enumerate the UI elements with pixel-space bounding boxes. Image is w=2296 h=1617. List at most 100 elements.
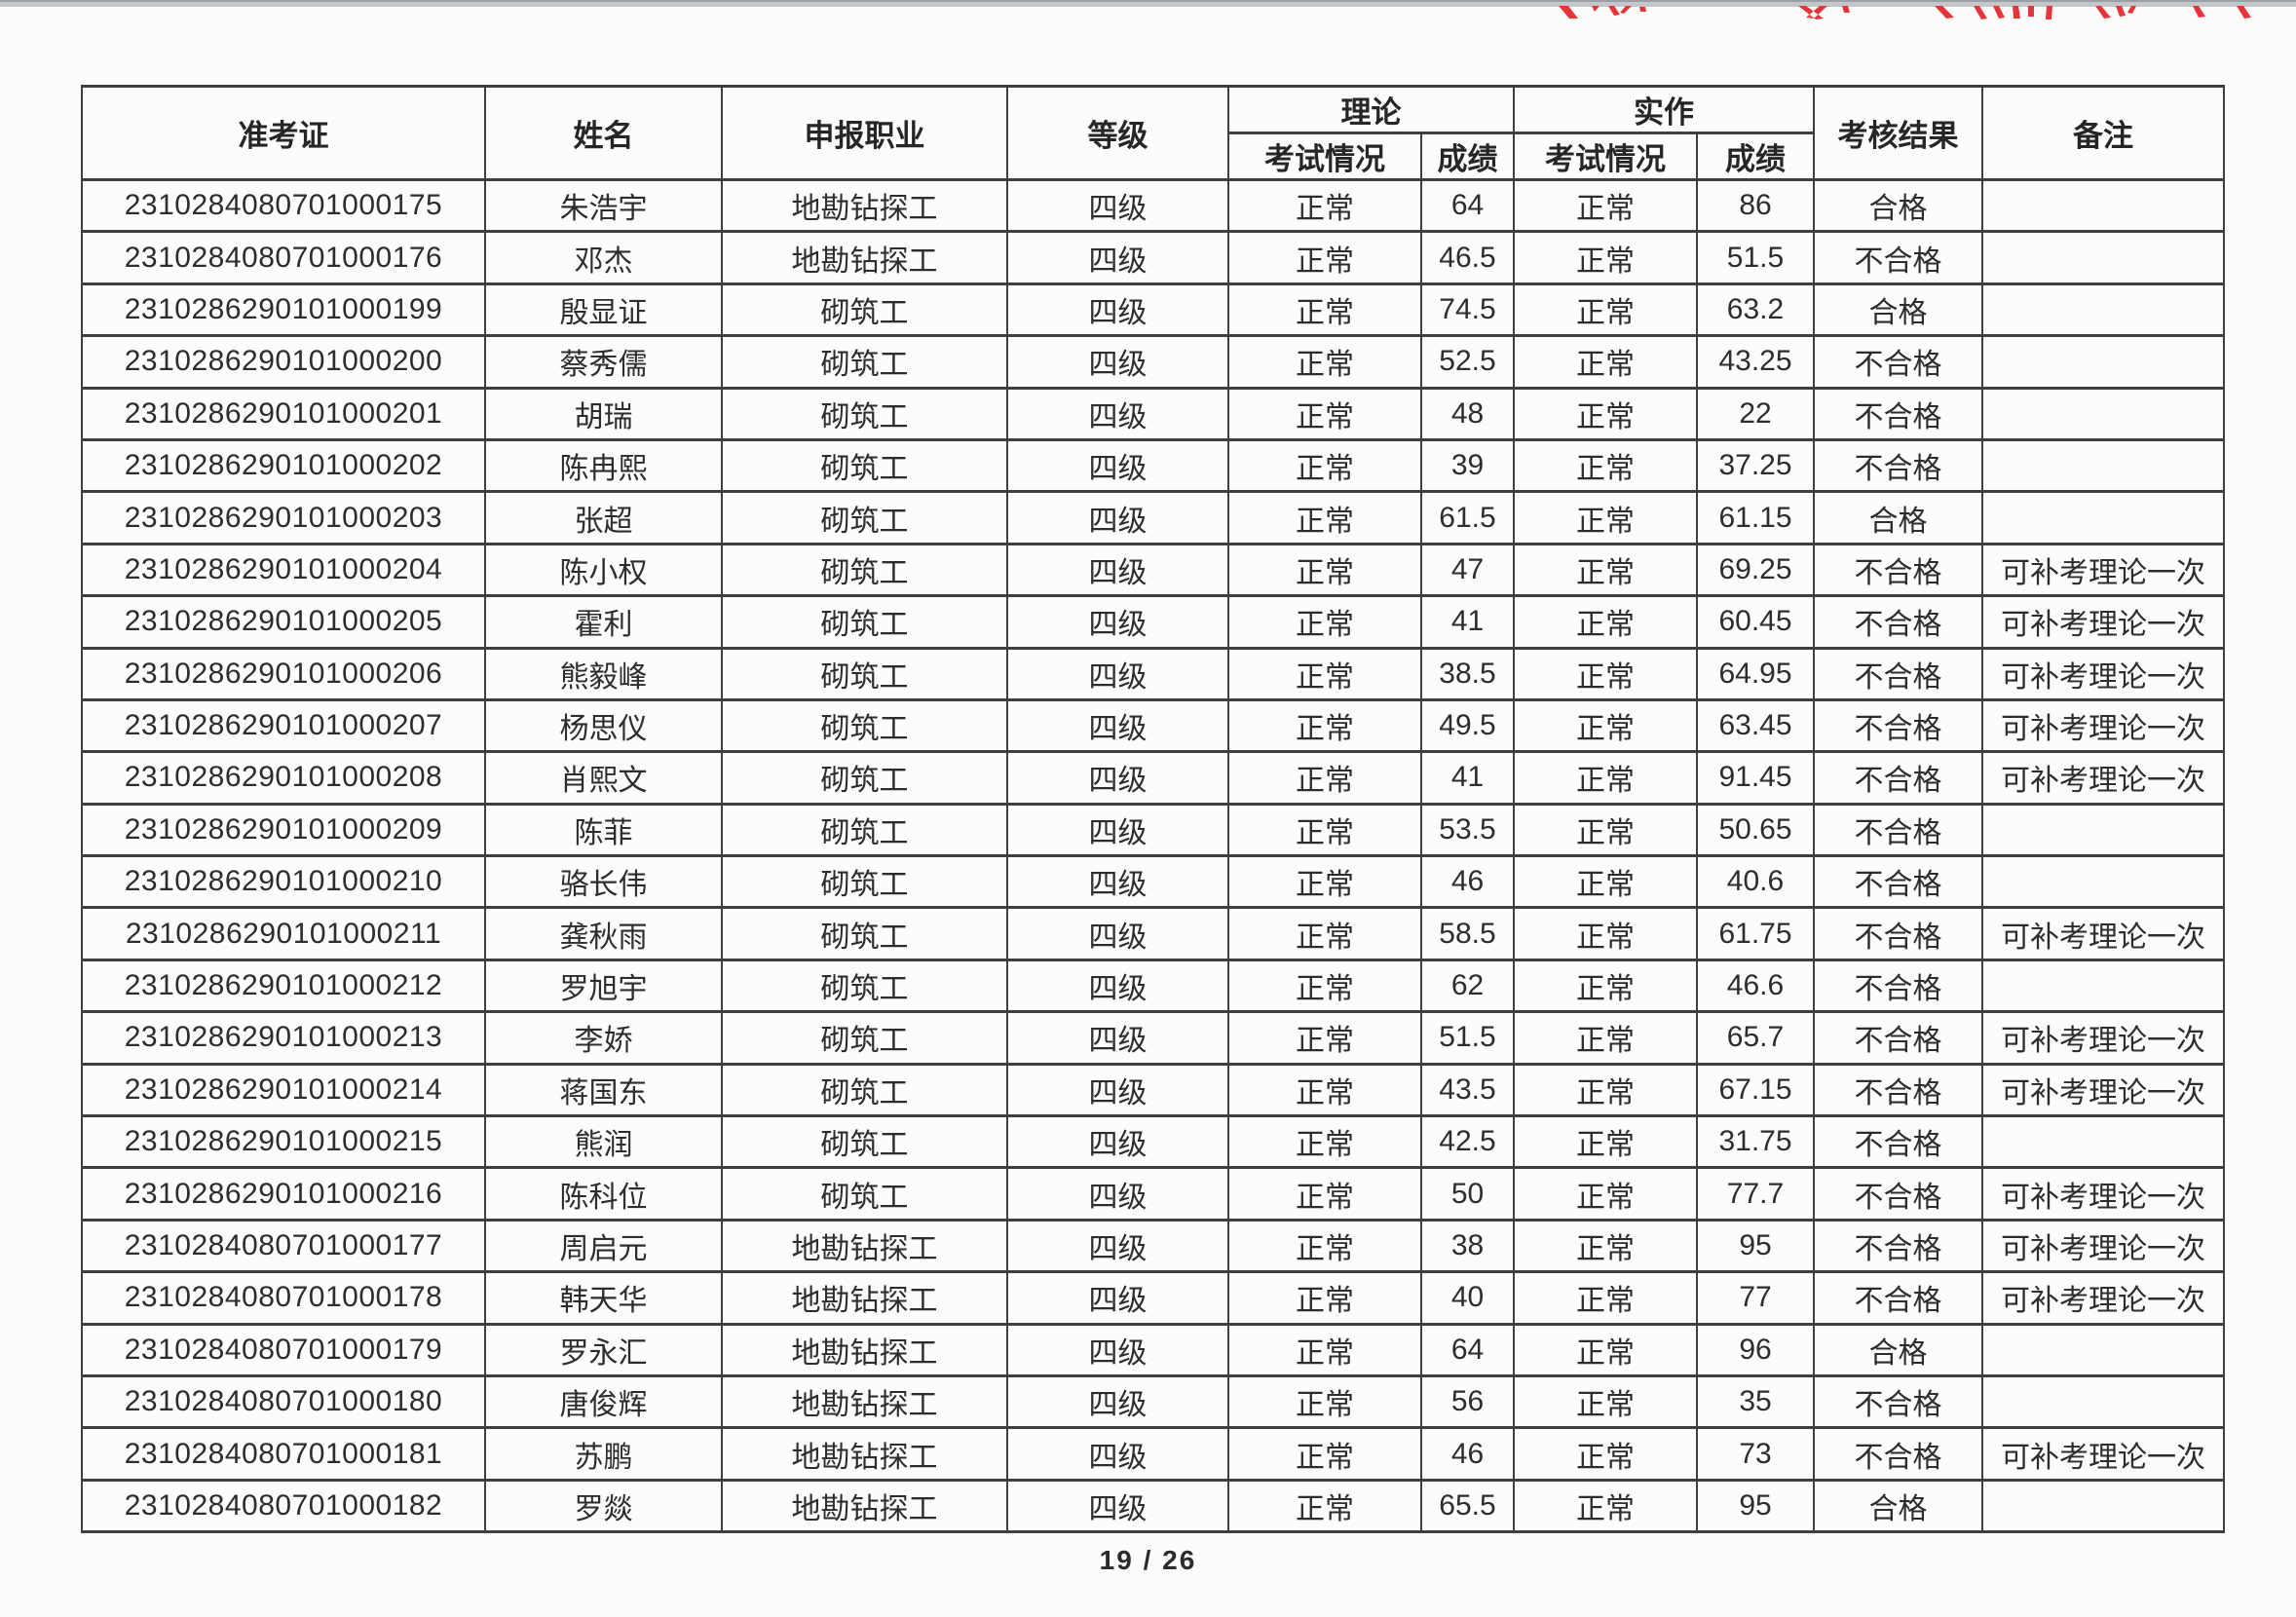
cell-practical-exam-status: 正常 — [1513, 697, 1698, 754]
cell-admission-ticket: 2310286290101000199 — [81, 282, 486, 338]
cell-practical-exam-status: 正常 — [1513, 802, 1698, 858]
cell-name: 肖熙文 — [484, 750, 723, 806]
cell-practical-exam-status: 正常 — [1513, 282, 1698, 338]
table-row: 2310284080701000175 朱浩宇 地勘钻探工 四级 正常 64 正常 86 合格 — [81, 177, 2225, 234]
cell-admission-ticket: 2310286290101000203 — [81, 490, 486, 545]
table-row: 2310284080701000179 罗永汇 地勘钻探工 四级 正常 64 正常 96 合格 — [81, 1322, 2225, 1377]
cell-occupation: 地勘钻探工 — [721, 230, 1008, 285]
cell-admission-ticket: 2310286290101000213 — [81, 1010, 486, 1066]
exam-results-table: 准考证 姓名 申报职业 等级 理论 实作 考核结果 备注 考试情况 成绩 考试情… — [81, 85, 2225, 1534]
cell-name: 骆长伟 — [484, 854, 723, 910]
cell-theory-score: 65.5 — [1420, 1478, 1515, 1534]
cell-occupation: 砌筑工 — [721, 542, 1008, 598]
cell-result: 不合格 — [1813, 1373, 1983, 1430]
cell-name: 蔡秀儒 — [484, 334, 723, 390]
cell-occupation: 砌筑工 — [721, 697, 1008, 754]
cell-practical-score: 96 — [1696, 1322, 1815, 1377]
header-practical-exam-status: 考试情况 — [1513, 132, 1698, 181]
cell-result: 不合格 — [1813, 1010, 1983, 1066]
cell-practical-score: 63.45 — [1696, 697, 1815, 754]
header-theory-score: 成绩 — [1420, 132, 1515, 181]
table-row: 2310286290101000202 陈冉熙 砌筑工 四级 正常 39 正常 37.25 不合… — [81, 437, 2225, 494]
cell-occupation: 砌筑工 — [721, 854, 1008, 910]
cell-theory-exam-status: 正常 — [1227, 1218, 1422, 1274]
cell-practical-score: 61.15 — [1696, 490, 1815, 545]
cell-level: 四级 — [1006, 1270, 1229, 1326]
cell-occupation: 地勘钻探工 — [721, 1322, 1008, 1377]
table-row: 2310284080701000177 周启元 地勘钻探工 四级 正常 38 正常 95 不合格… — [81, 1218, 2225, 1274]
cell-admission-ticket: 2310286290101000212 — [81, 958, 486, 1014]
cell-admission-ticket: 2310284080701000182 — [81, 1478, 486, 1534]
table-row: 2310286290101000205 霍利 砌筑工 四级 正常 41 正常 60.45 不合格… — [81, 594, 2225, 650]
cell-occupation: 砌筑工 — [721, 1166, 1008, 1222]
cell-practical-exam-status: 正常 — [1513, 1114, 1698, 1170]
cell-admission-ticket: 2310286290101000202 — [81, 437, 486, 494]
cell-remarks — [1981, 334, 2225, 390]
scan-edge-strip — [0, 0, 2296, 7]
cell-remarks — [1981, 958, 2225, 1014]
cell-result: 不合格 — [1813, 1218, 1983, 1274]
cell-name: 唐俊辉 — [484, 1373, 723, 1430]
cell-level: 四级 — [1006, 1426, 1229, 1482]
cell-admission-ticket: 2310286290101000204 — [81, 542, 486, 598]
cell-result: 不合格 — [1813, 1166, 1983, 1222]
cell-practical-exam-status: 正常 — [1513, 958, 1698, 1014]
cell-result: 合格 — [1813, 490, 1983, 545]
cell-theory-score: 58.5 — [1420, 906, 1515, 961]
cell-theory-exam-status: 正常 — [1227, 437, 1422, 494]
cell-result: 不合格 — [1813, 437, 1983, 494]
cell-theory-exam-status: 正常 — [1227, 1062, 1422, 1118]
cell-name: 罗永汇 — [484, 1322, 723, 1377]
cell-result: 不合格 — [1813, 1114, 1983, 1170]
cell-theory-score: 74.5 — [1420, 282, 1515, 338]
cell-theory-score: 64 — [1420, 177, 1515, 234]
cell-practical-exam-status: 正常 — [1513, 646, 1698, 701]
cell-name: 周启元 — [484, 1218, 723, 1274]
cell-occupation: 砌筑工 — [721, 750, 1008, 806]
cell-admission-ticket: 2310286290101000207 — [81, 697, 486, 754]
cell-practical-score: 31.75 — [1696, 1114, 1815, 1170]
cell-name: 李娇 — [484, 1010, 723, 1066]
cell-occupation: 地勘钻探工 — [721, 1478, 1008, 1534]
table-row: 2310286290101000210 骆长伟 砌筑工 四级 正常 46 正常 40.6 不合格 — [81, 854, 2225, 910]
cell-level: 四级 — [1006, 386, 1229, 441]
cell-theory-exam-status: 正常 — [1227, 542, 1422, 598]
cell-practical-exam-status: 正常 — [1513, 1322, 1698, 1377]
header-occupation: 申报职业 — [721, 85, 1008, 181]
cell-remarks — [1981, 854, 2225, 910]
cell-level: 四级 — [1006, 697, 1229, 754]
cell-admission-ticket: 2310284080701000175 — [81, 177, 486, 234]
cell-theory-exam-status: 正常 — [1227, 1478, 1422, 1534]
cell-theory-score: 51.5 — [1420, 1010, 1515, 1066]
cell-theory-score: 49.5 — [1420, 697, 1515, 754]
cell-remarks: 可补考理论一次 — [1981, 1010, 2225, 1066]
cell-remarks — [1981, 1373, 2225, 1430]
cell-theory-exam-status: 正常 — [1227, 1270, 1422, 1326]
cell-practical-score: 77 — [1696, 1270, 1815, 1326]
cell-practical-exam-status: 正常 — [1513, 750, 1698, 806]
cell-practical-score: 95 — [1696, 1218, 1815, 1274]
cell-theory-score: 41 — [1420, 594, 1515, 650]
cell-theory-score: 41 — [1420, 750, 1515, 806]
header-practical: 实作 — [1513, 85, 1815, 134]
cell-theory-exam-status: 正常 — [1227, 386, 1422, 441]
cell-remarks: 可补考理论一次 — [1981, 750, 2225, 806]
cell-occupation: 砌筑工 — [721, 490, 1008, 545]
cell-practical-exam-status: 正常 — [1513, 1270, 1698, 1326]
header-level: 等级 — [1006, 85, 1229, 181]
cell-name: 陈小权 — [484, 542, 723, 598]
cell-practical-exam-status: 正常 — [1513, 1218, 1698, 1274]
cell-result: 不合格 — [1813, 1426, 1983, 1482]
header-result: 考核结果 — [1813, 85, 1983, 181]
cell-occupation: 砌筑工 — [721, 1114, 1008, 1170]
table-row: 2310286290101000215 熊润 砌筑工 四级 正常 42.5 正常 31.75 不… — [81, 1114, 2225, 1170]
cell-level: 四级 — [1006, 1218, 1229, 1274]
cell-admission-ticket: 2310284080701000181 — [81, 1426, 486, 1482]
cell-admission-ticket: 2310286290101000216 — [81, 1166, 486, 1222]
cell-name: 罗旭宇 — [484, 958, 723, 1014]
cell-theory-score: 42.5 — [1420, 1114, 1515, 1170]
cell-admission-ticket: 2310284080701000177 — [81, 1218, 486, 1274]
table-row: 2310284080701000180 唐俊辉 地勘钻探工 四级 正常 56 正常 35 不合格 — [81, 1373, 2225, 1430]
cell-name: 邓杰 — [484, 230, 723, 285]
